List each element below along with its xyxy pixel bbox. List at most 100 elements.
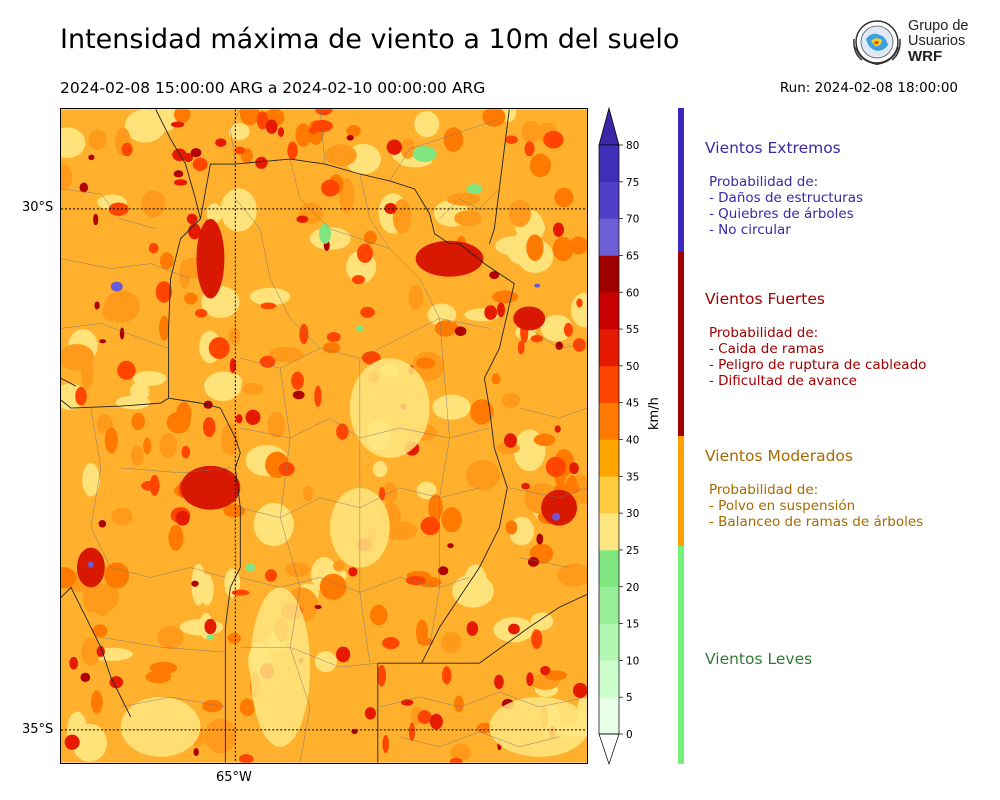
wind-contour-patch [491, 373, 501, 385]
colorbar-segment [599, 329, 619, 367]
wind-contour-patch [265, 569, 277, 582]
wind-contour-patch [173, 179, 188, 186]
wind-contour-patch [121, 142, 133, 157]
wind-contour-patch [336, 646, 351, 663]
wind-contour-patch [311, 119, 333, 133]
wind-contour-patch [259, 355, 276, 368]
wind-contour-patch [505, 135, 518, 144]
wind-contour-patch [188, 223, 201, 240]
wind-contour-patch [363, 230, 377, 245]
wind-contour-patch [416, 357, 435, 369]
wind-contour-patch [382, 637, 400, 650]
lon-label-65w: 65°W [216, 770, 252, 785]
colorbar-segment [599, 402, 619, 440]
wind-contour-patch [223, 504, 246, 518]
wind-contour-patch [531, 629, 543, 649]
wind-contour-patch [442, 666, 452, 685]
wind-contour-patch [381, 520, 418, 541]
category-bar-extremos [678, 108, 684, 252]
wind-contour-patch [90, 690, 103, 714]
wind-contour-patch [349, 358, 430, 458]
wind-contour-patch [245, 563, 256, 572]
category-description: Probabilidad de: - Caida de ramas - Peli… [705, 325, 926, 389]
wind-contour-patch [476, 722, 494, 734]
colorbar: 0 5 10 15 20 25 30 35 40 45 50 55 60 65 70 75 80 [598, 106, 639, 766]
wind-contour-patch [231, 589, 250, 596]
description-line: - Dificultad de avance [709, 373, 857, 389]
category-bar-leves [678, 546, 684, 764]
wind-map [60, 108, 588, 764]
wind-contour-patch [530, 334, 544, 343]
wind-contour-patch [267, 411, 286, 438]
wind-contour-patch [466, 621, 479, 636]
colorbar-tick-label: 80 [626, 140, 639, 152]
wind-contour-patch [208, 337, 230, 359]
wind-contour-patch [392, 199, 412, 234]
category-moderados: Vientos Moderados Probabilidad de: - Pol… [705, 447, 923, 530]
description-line: - Peligro de ruptura de cableado [709, 357, 927, 373]
wind-contour-patch [530, 612, 554, 631]
wind-contour-patch [400, 137, 415, 159]
colorbar-tick-label: 75 [626, 177, 639, 189]
wind-contour-patch [348, 567, 358, 577]
wind-contour-patch [570, 292, 587, 328]
wind-contour-patch [572, 338, 586, 352]
colorbar-under-triangle [598, 733, 620, 766]
colorbar-over-triangle [598, 106, 620, 146]
colorbar-unit: km/h [647, 397, 662, 430]
wind-contour-patch [351, 275, 365, 285]
lat-label-35s: 35°S [22, 722, 54, 737]
wind-contour-patch [141, 190, 166, 218]
colorbar-tick-label: 20 [626, 582, 639, 594]
wind-contour-patch [544, 670, 567, 681]
wind-contour-patch [355, 325, 364, 332]
category-extremos: Vientos Extremos Probabilidad de: - Daño… [705, 139, 863, 238]
wind-contour-patch [81, 355, 94, 389]
wind-contour-patch [299, 323, 309, 345]
wind-contour-patch [250, 587, 311, 747]
colorbar-segment [599, 181, 619, 219]
wind-contour-patch [64, 734, 80, 750]
wind-contour-patch [291, 371, 304, 390]
wind-contour-patch [190, 148, 202, 158]
wind-contour-patch [527, 557, 540, 567]
wind-contour-patch [81, 637, 100, 667]
wind-contour-patch [302, 486, 314, 502]
wind-contour-patch [569, 462, 579, 475]
wind-contour-patch [83, 578, 98, 613]
description-line: - Caida de ramas [709, 341, 825, 357]
wind-contour-patch [249, 287, 291, 306]
colorbar-tick-label: 0 [626, 729, 633, 741]
wind-contour-patch [220, 423, 239, 456]
wind-contour-patch [175, 510, 190, 526]
wind-contour-patch [552, 512, 561, 521]
description-line: - Daños de estructuras [709, 190, 864, 206]
wind-contour-patch [94, 301, 100, 310]
wind-contour-patch [76, 547, 105, 588]
wind-contour-patch [540, 314, 573, 342]
wind-contour-patch [417, 710, 432, 725]
colorbar-tick-label: 60 [626, 287, 639, 299]
wind-contour-patch [265, 119, 278, 134]
wind-contour-patch [449, 757, 463, 763]
wind-contour-patch [491, 290, 519, 304]
wind-contour-patch [563, 322, 573, 337]
wind-contour-patch [314, 385, 322, 407]
wind-contour-patch [494, 674, 504, 690]
description-line: - Balanceo de ramas de árboles [709, 514, 924, 530]
wind-contour-patch [277, 127, 285, 138]
wind-contour-patch [82, 463, 100, 497]
wind-contour-patch [553, 222, 564, 237]
wind-contour-patch [314, 604, 322, 609]
wind-contour-patch [414, 111, 440, 138]
wind-contour-patch [489, 271, 500, 280]
description-line: - Quiebres de árboles [709, 206, 854, 222]
colorbar-segment [599, 365, 619, 403]
wind-contour-patch [319, 573, 347, 600]
wind-contour-patch [227, 374, 243, 390]
wind-contour-patch [202, 416, 216, 438]
colorbar-segment [599, 145, 619, 183]
wind-contour-patch [215, 138, 227, 147]
colorbar-segment [599, 218, 619, 256]
wind-contour-patch [382, 735, 389, 753]
